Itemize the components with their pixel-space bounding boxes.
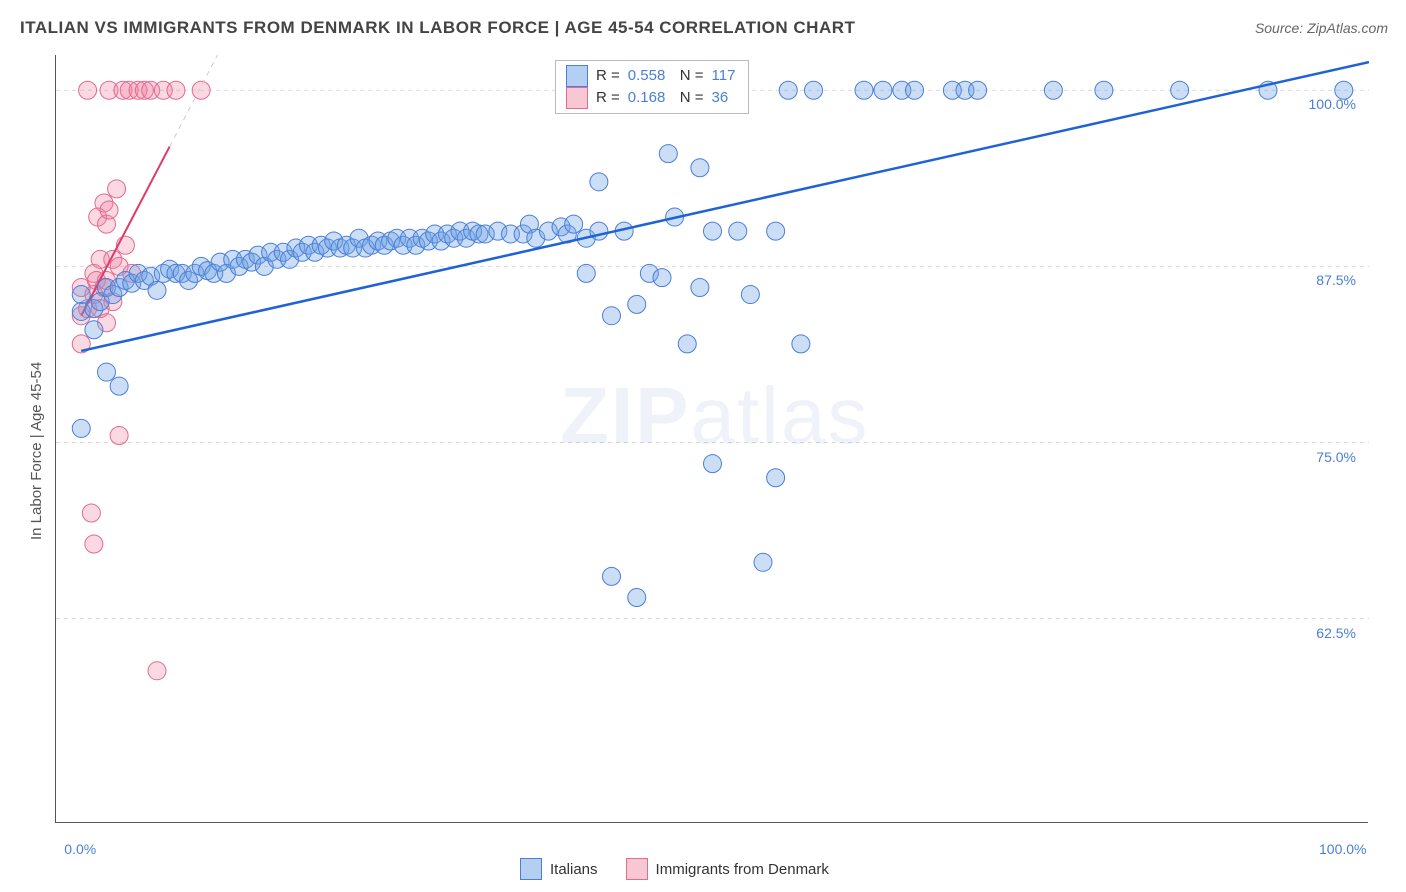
legend-swatch: [626, 858, 648, 880]
legend-series: Italians Immigrants from Denmark: [520, 858, 829, 880]
n-value: 117: [712, 65, 738, 87]
legend-item: Immigrants from Denmark: [626, 858, 829, 880]
r-label: R =: [596, 65, 620, 87]
x-tick-label: 0.0%: [64, 841, 96, 857]
legend-swatch: [566, 65, 588, 87]
y-axis-label: In Labor Force | Age 45-54: [28, 362, 45, 540]
r-value: 0.558: [628, 65, 672, 87]
y-tick-label: 87.5%: [55, 272, 1356, 288]
legend-row: R = 0.558 N = 117: [566, 65, 738, 87]
plot-svg: [56, 55, 1369, 823]
y-tick-label: 100.0%: [55, 96, 1356, 112]
legend-item: Italians: [520, 858, 598, 880]
chart-container: ITALIAN VS IMMIGRANTS FROM DENMARK IN LA…: [0, 0, 1406, 892]
source-label: Source: ZipAtlas.com: [1255, 20, 1388, 36]
chart-title: ITALIAN VS IMMIGRANTS FROM DENMARK IN LA…: [20, 18, 855, 38]
y-tick-label: 75.0%: [55, 449, 1356, 465]
plot-area: [55, 55, 1368, 823]
legend-swatch: [520, 858, 542, 880]
y-tick-label: 62.5%: [55, 625, 1356, 641]
n-label: N =: [680, 65, 704, 87]
legend-label: Italians: [550, 861, 598, 878]
x-tick-label: 100.0%: [1319, 841, 1366, 857]
legend-label: Immigrants from Denmark: [656, 861, 829, 878]
